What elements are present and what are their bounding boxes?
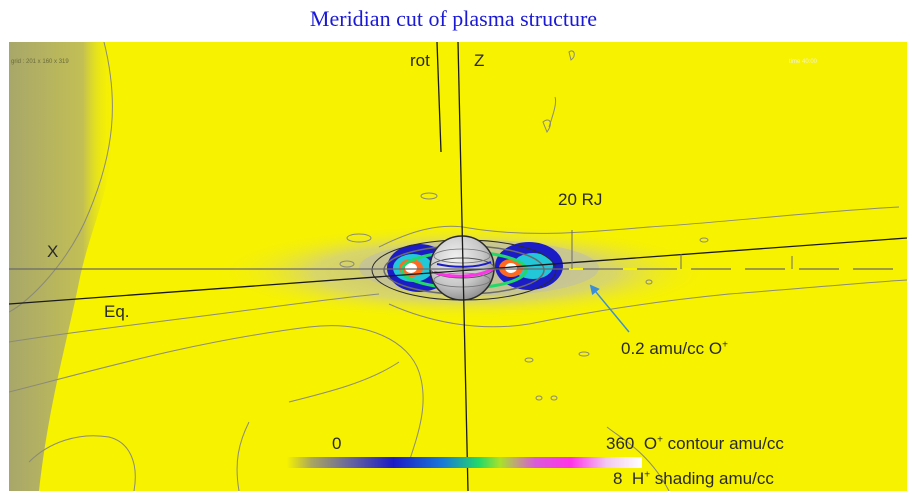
contour-annotation: 0.2 amu/cc O+ [621,339,728,358]
annotation-arrow [589,284,630,333]
left-shading-region [9,42,115,491]
contour-fragments [339,192,709,401]
corner-info-text: time 40:00 [789,59,818,65]
scale-label: 20 RJ [558,190,603,209]
colorbar-bottom-legend: 8 H+ shading amu/cc [613,469,774,488]
colorbar-top-legend: 360 O+ contour amu/cc [606,434,784,453]
grid-info-text: grid : 201 x 160 x 319 [11,59,69,65]
colorbar-gradient [287,457,642,468]
plasma-plot-svg [9,42,907,491]
scale-ticks [571,230,793,269]
o-plus-contours [9,42,907,491]
axis-lines [9,42,907,491]
x-axis-label: X [47,242,59,261]
equator-label: Eq. [104,302,130,321]
plot-title: Meridian cut of plasma structure [309,6,598,31]
z-axis-label: Z [474,51,485,70]
rot-axis-label: rot [410,51,430,70]
colorbar-min-label: 0 [332,434,342,453]
plasma-plot-panel: grid : 201 x 160 x 319 time 40:00 rot Z … [9,42,907,491]
